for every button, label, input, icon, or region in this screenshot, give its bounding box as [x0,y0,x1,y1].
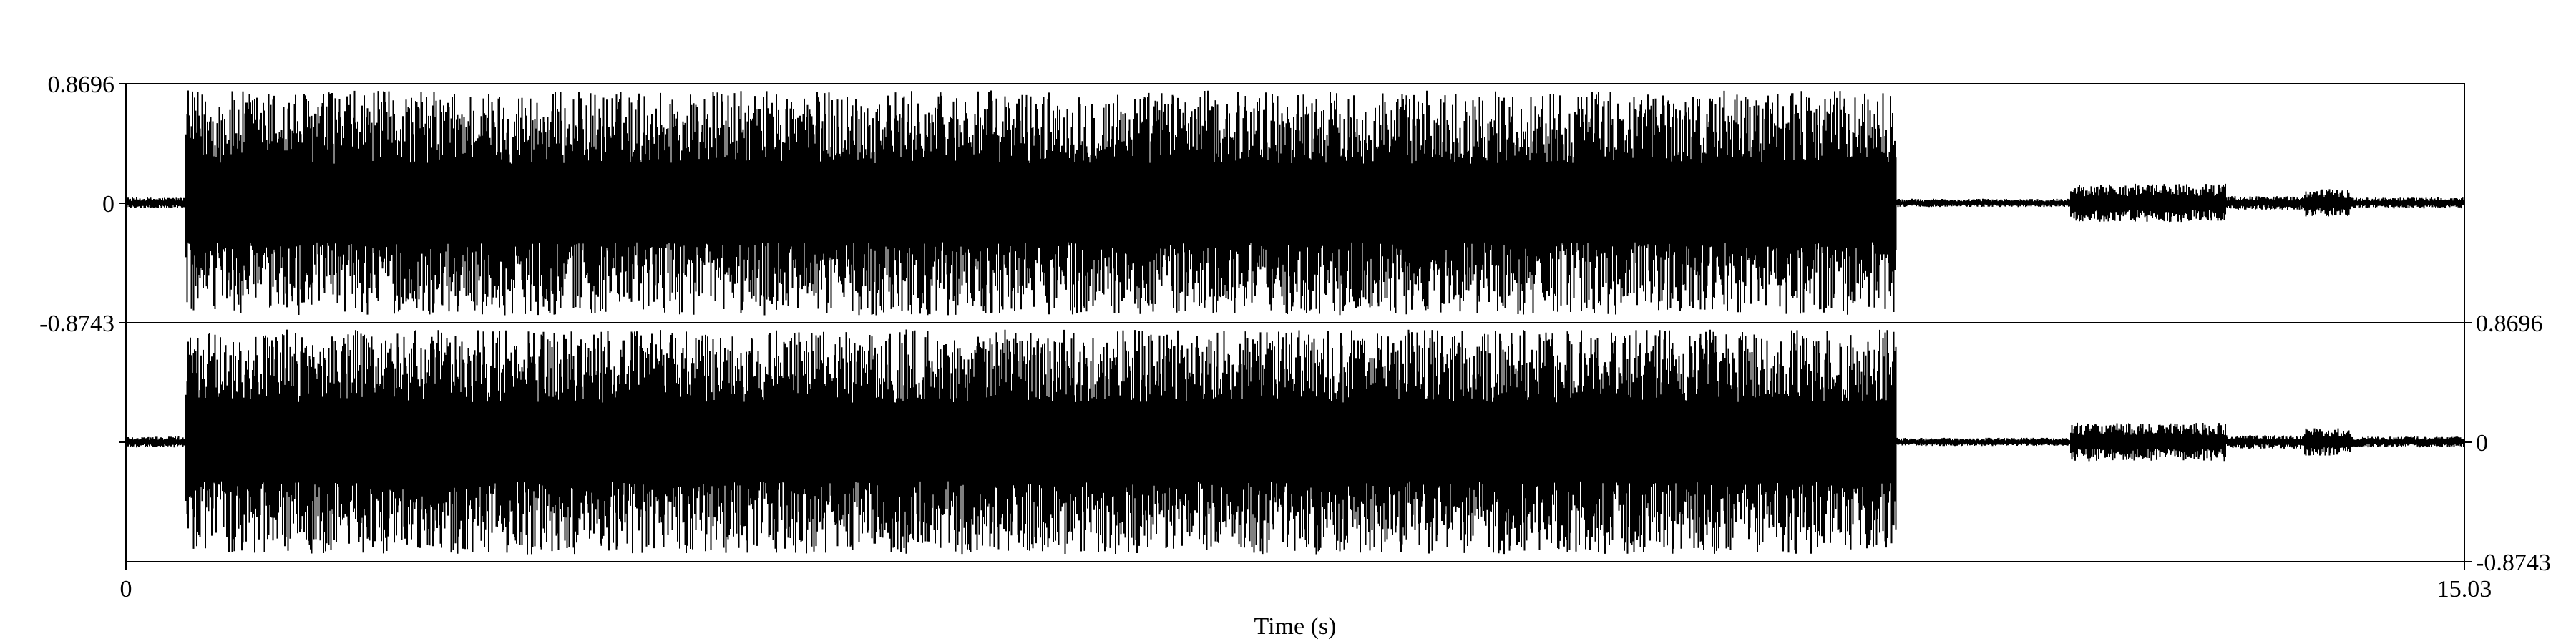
channel-2-waveform [125,329,2464,555]
channel-2-panel: 0.8696 0 -0.8743 [119,311,2551,576]
channel-1-ytick-label-max: 0.8696 [48,72,115,98]
channel-1-waveform [125,90,2464,316]
x-axis: 0 15.03 Time (s) [120,562,2492,640]
channel-1-ytick-label-min: -0.8743 [39,311,114,337]
channel-2-ytick-label-max: 0.8696 [2476,311,2543,337]
channel-2-ytick-label-zero: 0 [2476,430,2488,457]
x-tick-label-start: 0 [120,576,132,602]
channel-2-ytick-label-min: -0.8743 [2476,550,2551,576]
x-axis-label: Time (s) [1254,613,1337,640]
x-tick-label-end: 15.03 [2437,576,2492,602]
channel-1-ytick-label-zero: 0 [102,191,114,218]
channel-1-panel: 0.8696 0 -0.8743 [39,72,2465,337]
